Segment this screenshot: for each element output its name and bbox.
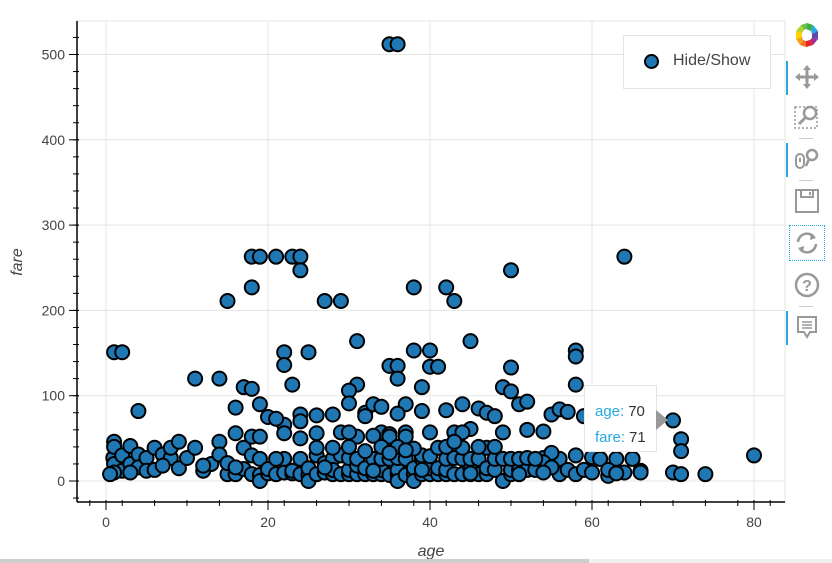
svg-text:0: 0 [57, 473, 65, 489]
svg-text:?: ? [802, 278, 812, 295]
svg-text:60: 60 [584, 514, 600, 530]
x-axis-label: age [418, 543, 445, 560]
toolbar: ? [786, 14, 830, 354]
hover-tool-icon[interactable] [786, 310, 824, 345]
tooltip-fare-value: 71 [629, 428, 646, 446]
svg-text:400: 400 [42, 132, 66, 148]
svg-text:80: 80 [746, 514, 762, 530]
bokeh-logo-icon[interactable] [790, 18, 824, 52]
svg-text:200: 200 [42, 302, 66, 318]
tooltip-fare-key: fare: [595, 428, 626, 446]
box-zoom-tool-icon[interactable] [790, 100, 824, 134]
svg-text:20: 20 [260, 514, 276, 530]
svg-text:300: 300 [42, 217, 66, 233]
save-tool-icon[interactable] [790, 184, 824, 218]
reset-tool-icon[interactable] [789, 225, 825, 261]
help-tool-icon[interactable]: ? [790, 268, 824, 302]
y-axis-label: fare [9, 248, 26, 276]
svg-text:0: 0 [102, 514, 110, 530]
legend: Hide/Show [623, 35, 771, 89]
horizontal-scrollbar[interactable] [0, 559, 832, 563]
legend-item-hide-show[interactable]: Hide/Show [644, 52, 750, 70]
scrollbar-thumb[interactable] [0, 559, 589, 563]
svg-text:100: 100 [42, 388, 66, 404]
tooltip-age-key: age: [595, 402, 625, 420]
tooltip-arrow-icon [656, 410, 668, 430]
legend-label: Hide/Show [673, 52, 751, 69]
wheel-zoom-tool-icon[interactable] [786, 142, 824, 177]
toolbar-separator [799, 306, 813, 307]
svg-text:500: 500 [42, 47, 66, 63]
legend-marker-icon [644, 53, 659, 69]
toolbar-separator [799, 180, 813, 181]
toolbar-separator [799, 138, 813, 139]
svg-text:40: 40 [422, 514, 438, 530]
data-points [102, 36, 762, 489]
pan-tool-icon[interactable] [786, 60, 824, 95]
hover-tooltip: age: 70 fare: 71 [584, 385, 657, 452]
axes: 0 20 40 60 80 0 100 200 300 400 500 [42, 21, 785, 530]
tooltip-age-value: 70 [628, 402, 645, 420]
